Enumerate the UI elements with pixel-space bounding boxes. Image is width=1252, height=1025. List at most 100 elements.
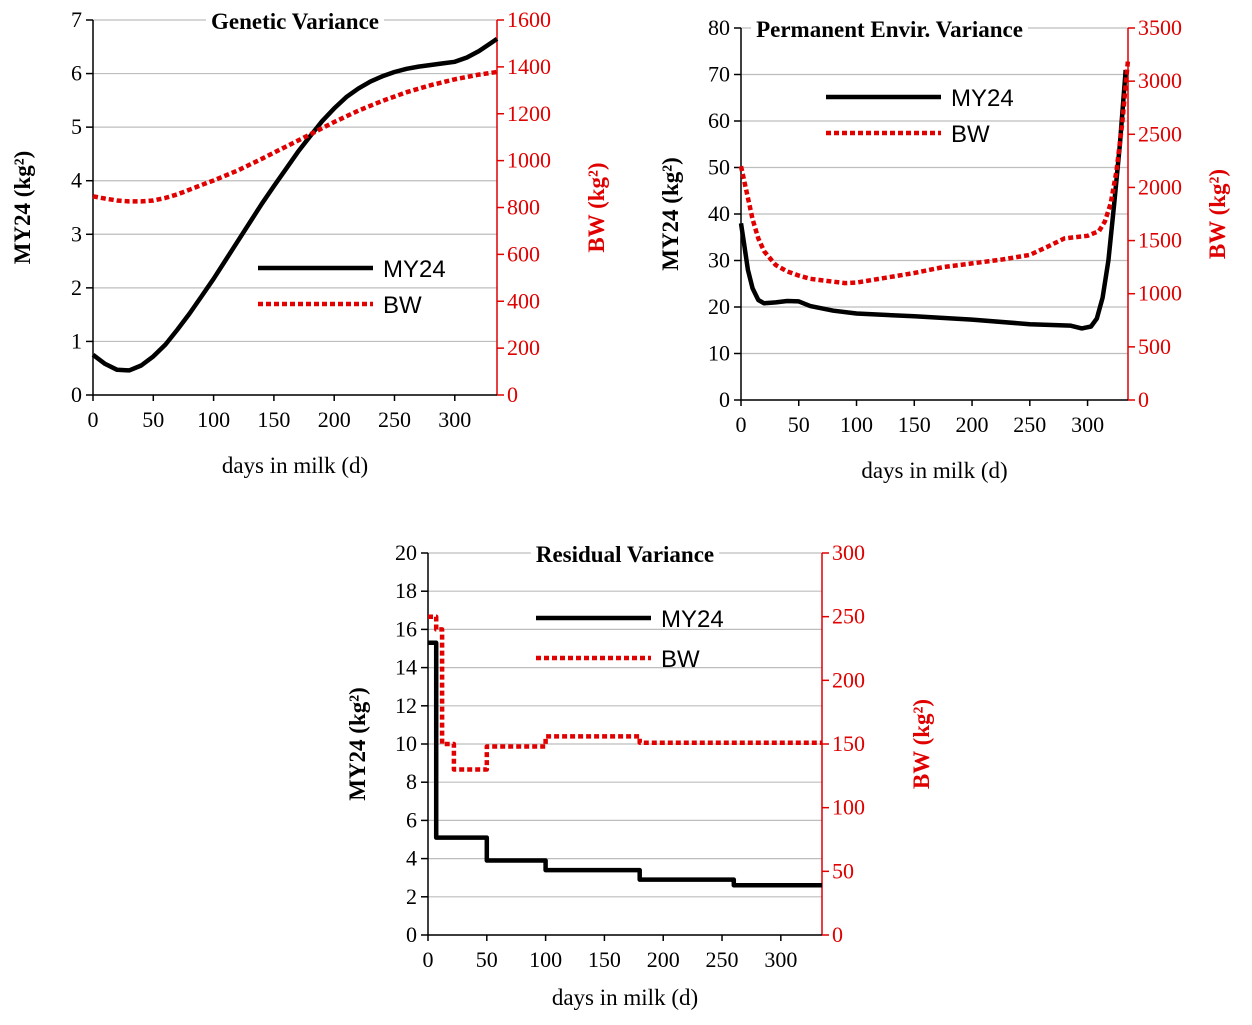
left-tick-label: 2 — [71, 275, 82, 300]
x-tick-label: 150 — [898, 412, 931, 437]
x-tick-label: 300 — [1071, 412, 1104, 437]
left-tick-label: 4 — [406, 846, 417, 871]
left-tick-label: 5 — [71, 114, 82, 139]
right-tick-label: 600 — [507, 241, 540, 266]
series-line-my24 — [91, 36, 499, 373]
left-tick-label: 18 — [395, 578, 417, 603]
series-line-bw — [92, 69, 498, 204]
x-tick-label: 250 — [378, 407, 411, 432]
legend-label: MY24 — [661, 606, 724, 633]
right-tick-label: 200 — [507, 335, 540, 360]
left-tick-label: 10 — [708, 341, 730, 366]
y-axis-label: MY24 (kg²) — [10, 151, 35, 265]
left-tick-label: 30 — [708, 248, 730, 273]
x-tick-label: 100 — [840, 412, 873, 437]
left-tick-label: 16 — [395, 616, 417, 641]
x-tick-label: 50 — [476, 947, 498, 972]
right-tick-label: 1000 — [1138, 281, 1182, 306]
right-tick-label: 300 — [832, 540, 865, 565]
right-tick-label: 250 — [832, 604, 865, 629]
chart-0: 0 1 2 3 4 5 6 7 0 200 400 600 800 1000 1200 1400 1600 0 50… — [10, 7, 609, 478]
title-background — [530, 540, 720, 569]
right-tick-label: 3500 — [1138, 15, 1182, 40]
x-tick-label: 200 — [318, 407, 351, 432]
title-background — [751, 15, 1028, 44]
left-tick-label: 0 — [719, 387, 730, 412]
right-tick-label: 800 — [507, 195, 540, 220]
right-tick-label: 1000 — [507, 148, 551, 173]
series-line-bw — [738, 59, 1131, 286]
series-line-my24 — [738, 69, 1128, 331]
legend-label: BW — [383, 292, 422, 319]
series-line-bw — [428, 614, 822, 772]
title-background — [206, 7, 384, 36]
x-tick-label: 200 — [647, 947, 680, 972]
left-tick-label: 4 — [71, 168, 82, 193]
left-tick-label: 1 — [71, 328, 82, 353]
legend: MY24 BW — [258, 256, 446, 319]
left-tick-label: 0 — [406, 922, 417, 947]
x-tick-label: 150 — [588, 947, 621, 972]
x-axis-label: days in milk (d) — [222, 453, 368, 478]
left-tick-label: 6 — [71, 61, 82, 86]
x-tick-label: 300 — [764, 947, 797, 972]
x-tick-label: 100 — [197, 407, 230, 432]
right-tick-label: 0 — [1138, 387, 1149, 412]
y-axis-label: MY24 (kg²) — [345, 687, 370, 801]
left-tick-label: 8 — [406, 769, 417, 794]
right-tick-label: 0 — [832, 922, 843, 947]
right-tick-label: 50 — [832, 858, 854, 883]
right-tick-label: 1600 — [507, 7, 551, 32]
left-tick-label: 7 — [71, 7, 82, 32]
legend-label: BW — [951, 121, 990, 148]
y2-axis-label: BW (kg²) — [1205, 169, 1230, 259]
right-tick-label: 2500 — [1138, 121, 1182, 146]
right-tick-label: 2000 — [1138, 174, 1182, 199]
x-axis-label: days in milk (d) — [552, 985, 698, 1010]
chart-title: Residual Variance — [536, 542, 714, 567]
left-tick-label: 3 — [71, 221, 82, 246]
x-tick-label: 150 — [257, 407, 290, 432]
legend-label: MY24 — [951, 85, 1014, 112]
chart-title: Genetic Variance — [211, 9, 379, 34]
right-tick-label: 150 — [832, 731, 865, 756]
x-axis-label: days in milk (d) — [861, 458, 1007, 483]
left-tick-label: 10 — [395, 731, 417, 756]
y2-axis-label: BW (kg²) — [909, 699, 934, 789]
legend-label: MY24 — [383, 256, 446, 283]
left-tick-label: 14 — [395, 655, 417, 680]
right-tick-label: 1400 — [507, 54, 551, 79]
right-tick-label: 100 — [832, 795, 865, 820]
x-tick-label: 0 — [736, 412, 747, 437]
left-tick-label: 40 — [708, 201, 730, 226]
x-tick-label: 200 — [956, 412, 989, 437]
chart-2: 0 2 4 6 8 10 12 14 16 18 200 50 100 150 200 250 300 0 50 10… — [345, 540, 934, 1010]
right-tick-label: 0 — [507, 382, 518, 407]
x-tick-label: 0 — [88, 407, 99, 432]
left-tick-label: 12 — [395, 693, 417, 718]
x-tick-label: 50 — [788, 412, 810, 437]
left-tick-label: 50 — [708, 155, 730, 180]
right-tick-label: 3000 — [1138, 68, 1182, 93]
y-axis-label: MY24 (kg²) — [658, 157, 683, 271]
x-tick-label: 100 — [529, 947, 562, 972]
series-line-my24 — [428, 640, 822, 888]
left-tick-label: 6 — [406, 807, 417, 832]
right-tick-label: 1200 — [507, 101, 551, 126]
legend-label: BW — [661, 646, 700, 673]
legend: MY24 BW — [826, 85, 1014, 148]
left-tick-label: 0 — [71, 382, 82, 407]
x-tick-label: 250 — [1013, 412, 1046, 437]
left-tick-label: 2 — [406, 884, 417, 909]
x-tick-label: 300 — [438, 407, 471, 432]
right-tick-label: 500 — [1138, 334, 1171, 359]
left-tick-label: 20 — [395, 540, 417, 565]
x-tick-label: 50 — [142, 407, 164, 432]
right-tick-label: 200 — [832, 667, 865, 692]
x-tick-label: 250 — [706, 947, 739, 972]
y2-axis-label: BW (kg²) — [584, 162, 609, 252]
left-tick-label: 80 — [708, 15, 730, 40]
chart-title: Permanent Envir. Variance — [756, 17, 1023, 42]
right-tick-label: 1500 — [1138, 228, 1182, 253]
